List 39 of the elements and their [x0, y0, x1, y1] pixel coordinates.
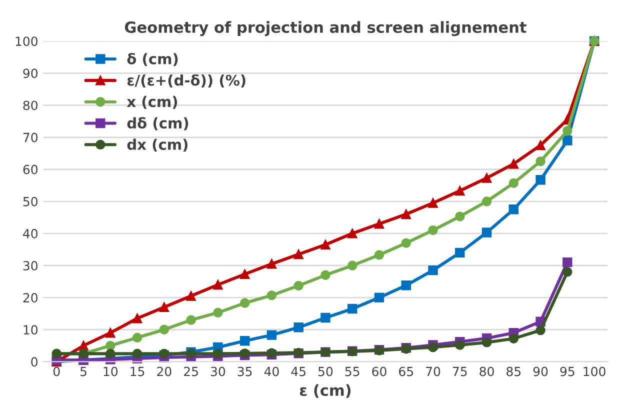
x-tick-label: 100 [584, 366, 606, 376]
x-tick-label: 70 [426, 366, 440, 376]
x-tick-label: 85 [506, 366, 521, 376]
x-tick-label: 15 [130, 366, 144, 376]
y-tick-label: 20 [23, 293, 38, 302]
x-tick-label: 50 [318, 366, 333, 376]
y-tick-label: 100 [16, 36, 38, 46]
x-tick-label: 25 [184, 366, 198, 376]
y-tick-label: 70 [23, 132, 38, 142]
x-tick-label: 90 [533, 366, 548, 376]
legend-label: δ (cm) [127, 52, 178, 66]
y-tick-label: 90 [23, 68, 38, 78]
x-tick-label: 80 [480, 366, 494, 376]
x-tick-label: 0 [53, 366, 60, 376]
y-tick-label: 0 [31, 357, 38, 367]
y-tick-label: 10 [24, 325, 38, 335]
x-tick-label: 60 [372, 366, 386, 376]
y-tick-label: 40 [23, 228, 38, 238]
x-tick-label: 5 [80, 366, 86, 376]
x-tick-label: 45 [291, 366, 306, 376]
legend-label: ε/(ε+(d-δ)) (%) [127, 74, 246, 88]
x-tick-label: 30 [210, 366, 226, 376]
x-tick-label: 10 [104, 366, 118, 376]
y-tick-label: 60 [23, 164, 38, 174]
x-tick-label: 65 [399, 366, 413, 376]
y-tick-label: 30 [23, 260, 38, 270]
x-tick-label: 75 [452, 366, 467, 376]
x-tick-label: 95 [560, 366, 574, 376]
chart-title: Geometry of projection and screen alignement [124, 21, 526, 36]
x-tick-label: 35 [238, 366, 252, 376]
y-tick-label: 50 [23, 196, 38, 206]
x-tick-label: 20 [157, 366, 172, 376]
legend-label: x (cm) [126, 96, 178, 109]
x-tick-label: 55 [345, 366, 360, 376]
legend-label: dδ (cm) [127, 117, 188, 130]
x-tick-label: 40 [264, 366, 279, 376]
x-axis-title: ε (cm) [300, 384, 351, 398]
y-tick-label: 80 [23, 100, 38, 110]
legend-label: dx (cm) [127, 138, 188, 152]
